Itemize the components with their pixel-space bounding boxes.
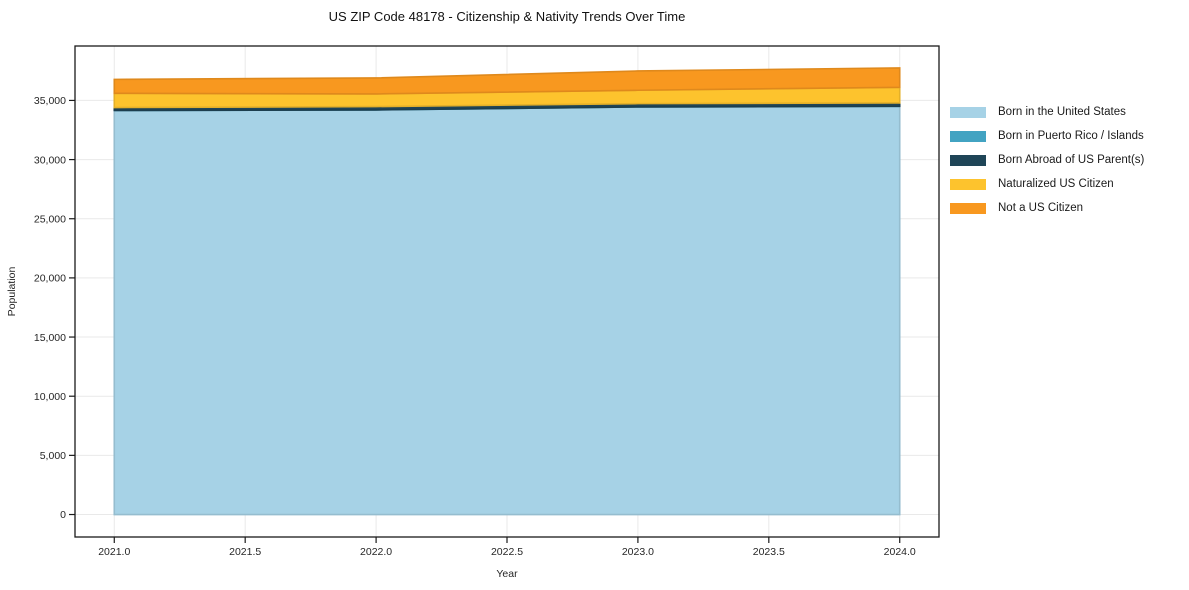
x-tick-label: 2021.0 <box>98 546 130 558</box>
legend-swatch-icon <box>950 154 986 166</box>
stacked-areas <box>113 67 901 516</box>
y-tick-label: 5,000 <box>40 450 66 462</box>
legend-label: Born in the United States <box>998 106 1126 118</box>
x-tick-label: 2023.5 <box>753 546 785 558</box>
legend: Born in the United States Born in Puerto … <box>950 100 1144 220</box>
x-tick-label: 2022.0 <box>360 546 392 558</box>
y-tick-label: 30,000 <box>34 154 66 166</box>
legend-item: Naturalized US Citizen <box>950 172 1144 196</box>
axes: 0 5,000 10,000 15,000 20,000 25,000 30,000 35,0… <box>34 95 916 558</box>
area-series-4 <box>113 67 901 95</box>
legend-swatch-icon <box>950 202 986 214</box>
y-tick-label: 25,000 <box>34 213 66 225</box>
legend-label: Not a US Citizen <box>998 202 1084 214</box>
legend-label: Born Abroad of US Parent(s) <box>998 154 1145 166</box>
legend-label: Naturalized US Citizen <box>998 178 1114 190</box>
chart-title: US ZIP Code 48178 - Citizenship & Nativi… <box>329 9 686 24</box>
legend-label: Born in Puerto Rico / Islands <box>998 130 1144 142</box>
x-tick-label: 2024.0 <box>884 546 916 558</box>
legend-item: Born Abroad of US Parent(s) <box>950 148 1144 172</box>
legend-swatch-icon <box>950 178 986 190</box>
y-tick-label: 10,000 <box>34 391 66 403</box>
legend-swatch-icon <box>950 106 986 118</box>
y-tick-label: 15,000 <box>34 332 66 344</box>
x-tick-label: 2021.5 <box>229 546 261 558</box>
y-tick-label: 20,000 <box>34 273 66 285</box>
legend-item: Not a US Citizen <box>950 196 1144 220</box>
legend-swatch-icon <box>950 130 986 142</box>
legend-item: Born in Puerto Rico / Islands <box>950 124 1144 148</box>
x-tick-label: 2022.5 <box>491 546 523 558</box>
y-tick-label: 0 <box>60 509 66 521</box>
x-tick-label: 2023.0 <box>622 546 654 558</box>
area-series-0 <box>113 105 901 516</box>
x-axis-label: Year <box>496 568 518 580</box>
legend-item: Born in the United States <box>950 100 1144 124</box>
y-tick-label: 35,000 <box>34 95 66 107</box>
y-axis-label: Population <box>6 267 18 317</box>
